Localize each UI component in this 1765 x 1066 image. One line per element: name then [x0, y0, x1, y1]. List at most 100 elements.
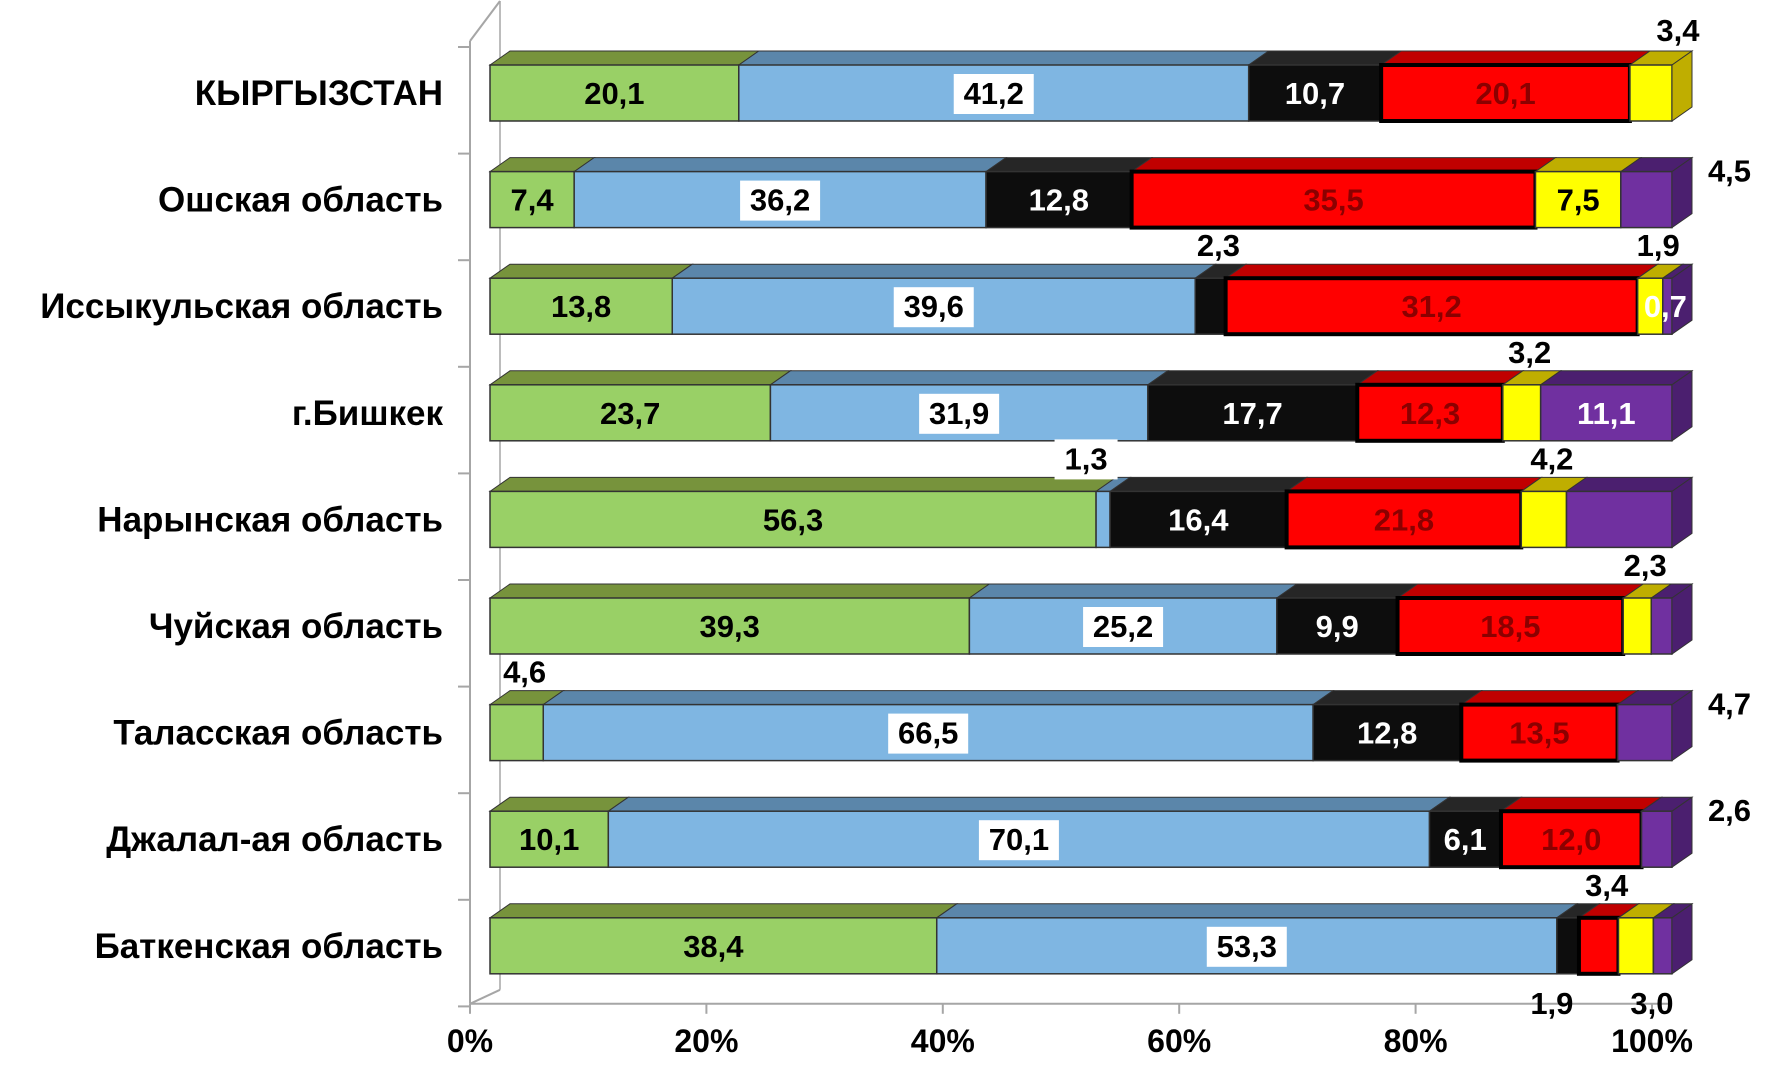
x-tick-label: 40%: [911, 1023, 975, 1059]
value-label: 1,9: [1637, 228, 1680, 263]
value-label: 7,4: [511, 183, 555, 218]
value-label: 70,1: [989, 822, 1049, 857]
bar-segment-кыргызстан-3: [1379, 63, 1632, 123]
value-label: 0,7: [1644, 289, 1687, 324]
x-axis-depth-line: [469, 988, 501, 1005]
value-label-box: [1083, 607, 1164, 647]
bar-side-face: [1671, 156, 1693, 229]
bar-segment-таласская-область-5: [1616, 703, 1673, 762]
x-tick-label: 0%: [447, 1023, 493, 1059]
bar-segment-чуйская-область-2: [1276, 597, 1399, 655]
tick-labels-layer: 0% 20% 40% 60% 80% 100%: [447, 1023, 1693, 1059]
bar-segment-джалал-ая-область-2: [1428, 810, 1502, 868]
bar-segment-ошская-область-0: [489, 170, 575, 229]
value-label: 17,7: [1222, 396, 1282, 431]
bar-side-face: [1671, 902, 1693, 975]
value-label-box: [740, 180, 821, 221]
value-label-box: [953, 74, 1034, 114]
value-label: 16,4: [1168, 502, 1229, 537]
value-label: 3,0: [1630, 986, 1673, 1021]
bar-top-face: [1146, 370, 1379, 386]
value-label-box: [1054, 439, 1118, 480]
value-label: 18,5: [1480, 609, 1540, 644]
bar-top-face: [606, 796, 1452, 812]
value-label: 23,7: [600, 396, 660, 431]
value-label-box: [919, 393, 1000, 434]
value-label: 10,1: [519, 822, 579, 857]
value-label: 12,8: [1029, 183, 1089, 218]
value-label: 35,5: [1303, 183, 1363, 218]
bar-top-face: [488, 796, 630, 812]
bar-side-face: [1671, 796, 1693, 869]
bar-segment-ошская-область-2: [985, 170, 1133, 229]
bar-top-face: [967, 583, 1299, 599]
value-label: 20,1: [1475, 76, 1535, 111]
bar-top-face: [1355, 370, 1525, 386]
value-label: 11,1: [1577, 396, 1636, 431]
value-label: 36,2: [750, 183, 810, 218]
bar-side-face: [1671, 583, 1693, 655]
value-label: 7,5: [1557, 183, 1600, 218]
bar-segment-чуйская-область-5: [1650, 597, 1673, 655]
value-label: 31,9: [929, 396, 989, 431]
bar-side-face: [1671, 476, 1693, 549]
bar-top-face: [1247, 50, 1403, 66]
value-label: 38,4: [683, 929, 744, 964]
bar-top-face: [1379, 50, 1652, 66]
bar-top-face: [488, 50, 761, 66]
value-label-box: [888, 713, 969, 754]
bar-top-face: [1275, 583, 1420, 599]
bar-top-face: [737, 50, 1271, 66]
value-labels-layer: 20,1 41,2 10,7 20,1 3,4 7,4 36,2 12,8 35,5 7,5 4,5…: [503, 13, 1751, 1021]
bar-top-face: [1395, 583, 1645, 599]
bar-segment-чуйская-область-4: [1622, 597, 1653, 655]
bar-segment-таласская-область-2: [1312, 703, 1463, 762]
bar-top-face: [488, 370, 793, 386]
value-label: 3,2: [1508, 335, 1551, 370]
category-label-нарынская-область: Нарынская область: [97, 500, 443, 539]
bar-segment-г-бишкек-4: [1502, 384, 1542, 442]
bar-top-face: [984, 157, 1154, 173]
value-label: 41,2: [964, 76, 1024, 111]
bar-side-face: [1671, 689, 1693, 762]
category-labels-layer: КЫРГЫЗСТАН Ошская область Иссыкульская обл…: [40, 74, 443, 966]
bar-segment-нарынская-область-0: [489, 490, 1097, 549]
bar-top-face: [488, 583, 991, 599]
bar-top-face: [1311, 690, 1483, 706]
x-tick-label: 60%: [1147, 1023, 1211, 1059]
bar-top-face: [541, 690, 1335, 706]
bar-segment-г-бишкек-2: [1147, 384, 1359, 442]
bar-segment-баткенская-область-3: [1576, 915, 1621, 976]
bar-segment-нарынская-область-5: [1565, 490, 1673, 549]
value-label: 4,7: [1708, 687, 1751, 722]
category-label-таласская-область: Таласская область: [113, 714, 443, 753]
bar-segment-г-бишкек-5: [1539, 384, 1673, 442]
value-label: 13,5: [1509, 716, 1569, 751]
value-label: 12,3: [1400, 396, 1460, 431]
value-label: 6,1: [1444, 822, 1487, 857]
category-label-иссыкульская-область: Иссыкульская область: [40, 287, 443, 326]
value-label: 10,7: [1285, 76, 1345, 111]
bar-segment-таласская-область-0: [489, 703, 545, 762]
category-label-джалал-ая-область: Джалал-ая область: [106, 820, 443, 859]
bar-top-face: [572, 157, 1008, 173]
category-label-ошская-область: Ошская область: [158, 181, 443, 220]
bar-segment-таласская-область-3: [1459, 702, 1620, 763]
bar-top-face: [1285, 476, 1543, 492]
bar-segment-нарынская-область-1: [1095, 490, 1111, 549]
x-tick-label: 80%: [1384, 1023, 1448, 1059]
bar-segment-иссыкульская-область-4: [1636, 277, 1664, 335]
value-label: 12,8: [1357, 716, 1417, 751]
bar-segment-кыргызстан-4: [1629, 64, 1673, 122]
bar-top-face: [1108, 476, 1309, 492]
bar-top-face: [1224, 263, 1660, 279]
value-label: 31,2: [1401, 289, 1461, 324]
bar-segment-г-бишкек-3: [1355, 382, 1505, 443]
bar-top-face: [1130, 157, 1558, 173]
x-tick-label: 20%: [674, 1023, 738, 1059]
value-label: 13,8: [551, 289, 611, 324]
value-label: 4,2: [1530, 441, 1573, 476]
bar-top-face: [1564, 476, 1694, 492]
bar-side-face: [1671, 50, 1693, 122]
bar-segment-чуйская-область-0: [489, 597, 971, 655]
